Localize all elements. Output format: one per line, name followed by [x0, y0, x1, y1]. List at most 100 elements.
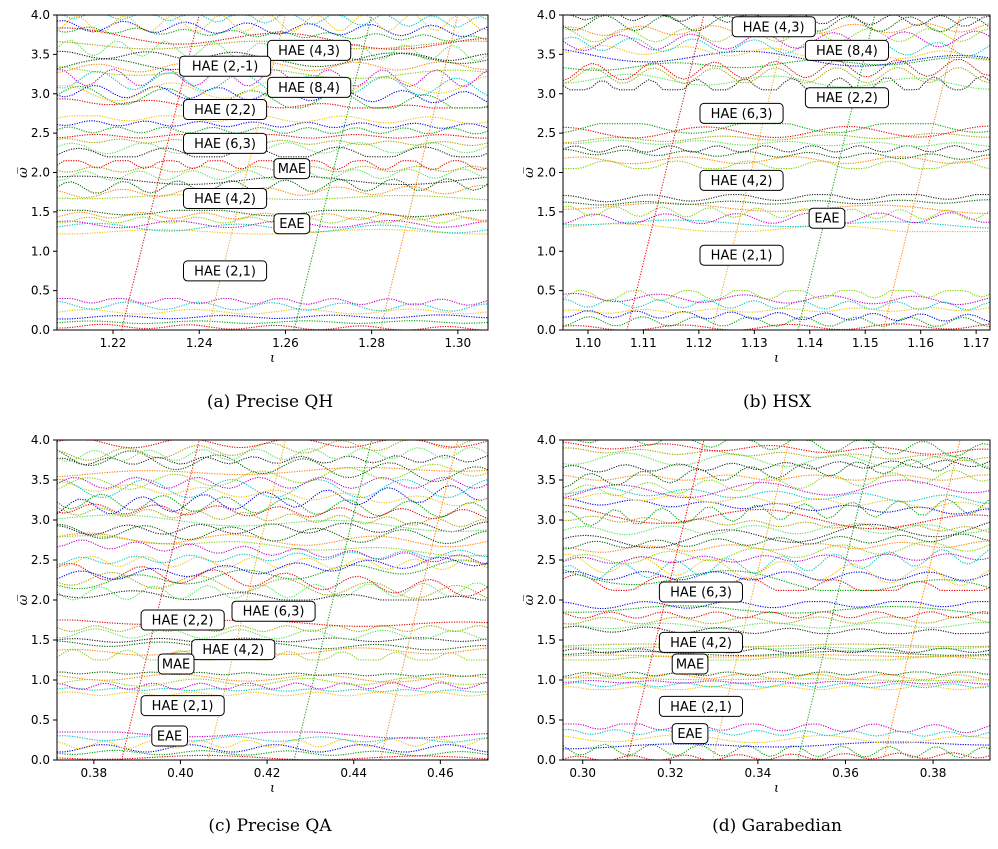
mode-curve [57, 671, 488, 677]
gap-label-box [183, 99, 268, 120]
y-tick-label: 2.0 [31, 166, 50, 180]
mode-curve [563, 44, 990, 61]
gap-label-text: EAE [814, 212, 839, 227]
gap-label: EAE [808, 207, 846, 229]
x-axis-label: ι [774, 781, 779, 796]
mode-curve [57, 209, 488, 218]
mode-curve [57, 744, 488, 753]
mode-curve [563, 486, 990, 504]
mode-curve [563, 123, 990, 134]
gap-label: HAE (4,2) [699, 169, 784, 191]
gap-label-text: HAE (2,2) [816, 91, 878, 106]
y-axis-label: ω̅ [16, 167, 31, 178]
panel-caption: (c) Precise QA [208, 816, 332, 836]
mode-curve [563, 569, 990, 591]
mode-curve [57, 15, 488, 28]
mode-curve [563, 125, 990, 139]
gap-label-box [804, 39, 890, 61]
mode-curve [563, 681, 990, 689]
y-tick-label: 0.0 [31, 323, 50, 337]
panels: 1.22 1.24 1.26 1.28 1.30 0.0 0.5 1.0 1.5 2.0 2.5 3.… [16, 8, 991, 836]
y-axis-label: ω̅ [522, 594, 537, 605]
y-tick-label: 3.0 [31, 513, 50, 527]
mode-curve [57, 562, 488, 597]
gap-label-box [183, 260, 268, 282]
x-axis-label: ι [270, 351, 275, 366]
mode-curve [57, 640, 488, 651]
gap-label-text: EAE [677, 727, 702, 742]
y-axis-label: ω̅ [16, 594, 31, 605]
gap-label-box [273, 158, 311, 180]
mode-curve [563, 654, 990, 658]
mode-curve [563, 752, 990, 760]
mode-curve [563, 316, 990, 328]
gap-label: MAE [273, 158, 311, 180]
mode-curve [57, 220, 488, 229]
mode-curve [563, 292, 990, 306]
mode-curve [563, 650, 990, 657]
mode-curve [563, 573, 990, 591]
y-tick-label: 4.0 [537, 8, 556, 22]
y-tick-label: 3.0 [537, 87, 556, 101]
mode-curve [57, 555, 488, 570]
gap-label-box [183, 188, 268, 209]
mode-curve [57, 141, 488, 155]
y-tick-label: 3.0 [537, 513, 556, 527]
mode-curve [57, 628, 488, 641]
mode-curve [563, 290, 990, 302]
mode-curve [563, 139, 990, 148]
gap-label-text: EAE [279, 217, 304, 232]
mode-curve [563, 616, 990, 625]
gap-label-text: HAE (2,1) [711, 249, 773, 264]
mode-curve [563, 132, 990, 144]
panel-2: 1.10 1.11 1.12 1.13 1.14 1.15 1.16 1.17 0.0 0.5 1.… [522, 8, 991, 412]
mode-curve [563, 73, 990, 90]
y-tick-label: 2.0 [537, 166, 556, 180]
gap-label: EAE [273, 213, 311, 235]
mode-curve [563, 160, 990, 170]
gap-label-text: HAE (6,3) [194, 137, 256, 152]
mode-curve [563, 194, 990, 203]
gap-label-box [231, 600, 316, 622]
y-tick-label: 3.5 [31, 47, 50, 61]
mode-curve [57, 535, 488, 557]
gap-label-box [157, 653, 195, 675]
gap-label-box [183, 132, 268, 154]
gap-label: HAE (2,1) [699, 244, 784, 266]
x-tick-label: 1.28 [358, 336, 385, 350]
gap-label: MAE [671, 653, 709, 675]
mode-curve [563, 58, 990, 82]
gap-label-box [267, 76, 352, 98]
gap-label: HAE (2,-1) [179, 55, 272, 77]
mode-curve [563, 621, 990, 630]
x-axis-label: ι [774, 351, 779, 366]
mode-curve [57, 731, 488, 739]
y-tick-label: 0.5 [537, 284, 556, 298]
gap-label: HAE (2,1) [140, 695, 225, 717]
mode-curve [563, 456, 990, 489]
crossing-curve [797, 15, 876, 330]
mode-curve [57, 681, 488, 690]
mode-curve [563, 672, 990, 681]
gap-label-text: HAE (2,1) [152, 699, 214, 714]
mode-curve [57, 737, 488, 750]
mode-curve [563, 156, 990, 165]
gap-label-text: HAE (6,3) [711, 107, 773, 122]
mode-curve [563, 30, 990, 52]
mode-curve [563, 492, 990, 510]
gap-label: HAE (2,2) [183, 99, 268, 120]
y-tick-label: 4.0 [537, 433, 556, 447]
mode-curve [57, 571, 488, 599]
x-tick-label: 1.30 [444, 336, 471, 350]
y-tick-label: 2.0 [31, 593, 50, 607]
mode-curve [57, 320, 488, 325]
gap-label: HAE (6,3) [699, 102, 784, 124]
gap-label-box [808, 207, 846, 229]
plot-area [563, 440, 990, 760]
panel-3: 0.38 0.40 0.42 0.44 0.46 0.0 0.5 1.0 1.5 2.0 2.5 3.… [16, 433, 489, 836]
mode-curve [57, 50, 488, 62]
crossing-curve [626, 15, 705, 330]
mode-curve [563, 601, 990, 610]
gap-label: HAE (6,3) [231, 600, 316, 622]
